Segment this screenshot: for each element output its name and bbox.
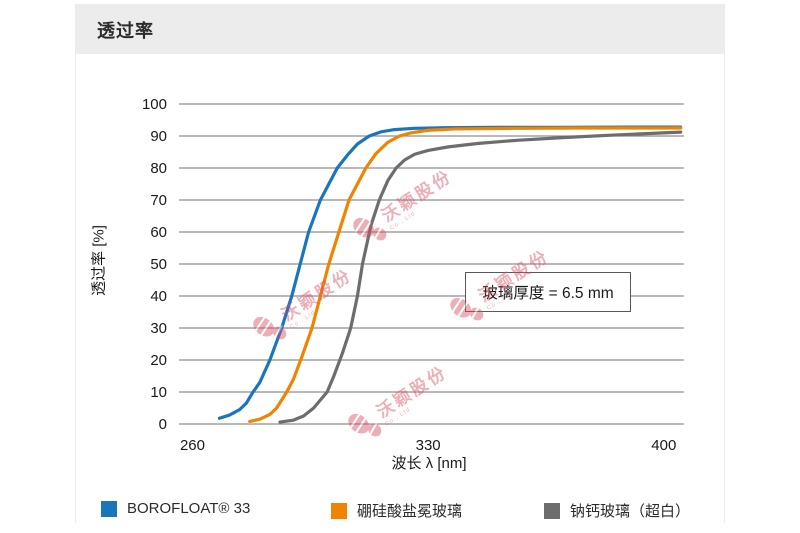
svg-text:260: 260 bbox=[180, 437, 205, 454]
svg-text:20: 20 bbox=[150, 352, 167, 369]
svg-text:60: 60 bbox=[150, 224, 167, 241]
legend-swatch-blue-icon bbox=[101, 500, 117, 517]
legend-item-borofloat: BOROFLOAT® 33 bbox=[101, 500, 250, 517]
svg-text:40: 40 bbox=[150, 288, 167, 305]
glass-thickness-annotation: 玻璃厚度 = 6.5 mm bbox=[465, 272, 631, 312]
legend: BOROFLOAT® 33 硼硅酸盐冕玻璃 钠钙玻璃（超白） bbox=[76, 500, 724, 524]
svg-text:50: 50 bbox=[150, 256, 167, 273]
legend-item-soda-lime: 钠钙玻璃（超白） bbox=[544, 500, 690, 521]
svg-text:330: 330 bbox=[416, 437, 441, 454]
legend-label: 钠钙玻璃（超白） bbox=[570, 503, 691, 520]
svg-text:10: 10 bbox=[150, 384, 167, 401]
svg-text:0: 0 bbox=[159, 416, 167, 433]
transmittance-line-chart: 0 10 20 30 40 50 60 70 80 90 100 260 330 400 bbox=[142, 96, 684, 454]
legend-item-borosilicate-crown: 硼硅酸盐冕玻璃 bbox=[331, 500, 462, 521]
svg-text:80: 80 bbox=[150, 160, 167, 177]
legend-swatch-gray-icon bbox=[544, 502, 560, 519]
svg-text:400: 400 bbox=[651, 437, 676, 454]
x-axis-tick-labels: 260 330 400 bbox=[180, 437, 676, 454]
x-axis-title: 波长 λ [nm] bbox=[391, 455, 467, 472]
legend-label: 硼硅酸盐冕玻璃 bbox=[357, 503, 463, 520]
chart-card: 0 10 20 30 40 50 60 70 80 90 100 260 330 400 透过率 [%]… bbox=[76, 54, 724, 524]
y-axis-tick-labels: 0 10 20 30 40 50 60 70 80 90 100 bbox=[142, 96, 167, 433]
svg-text:90: 90 bbox=[150, 128, 167, 145]
page-title: 透过率 bbox=[97, 20, 154, 41]
legend-swatch-orange-icon bbox=[331, 502, 347, 519]
legend-label: BOROFLOAT® 33 bbox=[127, 500, 251, 517]
section-header: 透过率 bbox=[76, 5, 724, 54]
svg-text:70: 70 bbox=[150, 192, 167, 209]
chart-panel: 透过率 0 10 20 30 40 50 60 70 80 90 100 260 330 400 透过率… bbox=[75, 4, 725, 524]
data-curves bbox=[217, 125, 683, 424]
y-axis-title: 透过率 [%] bbox=[90, 225, 108, 296]
svg-text:100: 100 bbox=[142, 96, 167, 113]
annotation-label: 玻璃厚度 = 6.5 mm bbox=[482, 285, 614, 302]
gridlines bbox=[179, 103, 684, 425]
svg-text:30: 30 bbox=[150, 320, 167, 337]
